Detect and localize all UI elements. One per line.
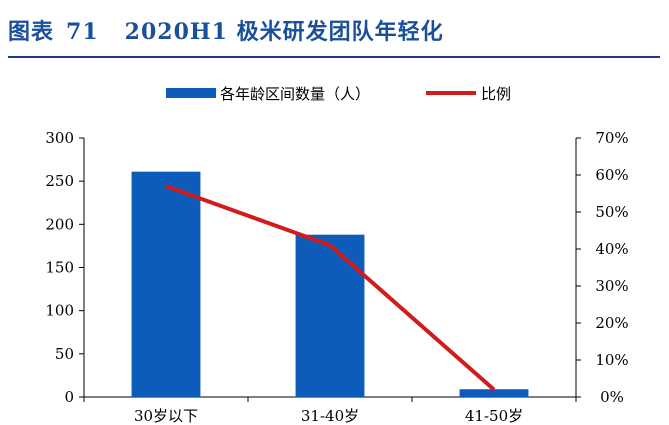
y-right-tick-label: 50% xyxy=(595,203,628,221)
figure-title: 图表 71 2020H1 极米研发团队年轻化 xyxy=(0,0,669,48)
y-right-tick-label: 30% xyxy=(595,277,628,295)
x-tick-label: 31-40岁 xyxy=(301,407,359,425)
legend-label-bar: 各年龄区间数量（人） xyxy=(220,85,370,103)
bar xyxy=(131,171,201,397)
y-left-tick-label: 100 xyxy=(45,302,74,320)
bar xyxy=(459,389,529,397)
y-right-tick-label: 10% xyxy=(595,351,628,369)
y-left-tick-label: 200 xyxy=(45,215,74,233)
bar xyxy=(295,234,365,397)
y-left-tick-label: 50 xyxy=(55,345,74,363)
y-left-tick-label: 0 xyxy=(64,388,74,406)
title-underline xyxy=(8,56,660,58)
y-right-tick-label: 70% xyxy=(595,129,628,147)
y-right-tick-label: 60% xyxy=(595,166,628,184)
y-right-tick-label: 20% xyxy=(595,314,628,332)
figure-title-text: 图表 71 2020H1 极米研发团队年轻化 xyxy=(8,14,444,46)
figure-number: 71 xyxy=(66,19,99,45)
legend-swatch-bar xyxy=(166,88,216,98)
y-right-tick-label: 0% xyxy=(600,388,624,406)
figure-label: 图表 xyxy=(8,19,55,45)
figure-caption: 2020H1 极米研发团队年轻化 xyxy=(124,19,444,45)
x-tick-label: 30岁以下 xyxy=(134,407,198,425)
y-right-tick-label: 40% xyxy=(595,240,628,258)
y-left-tick-label: 300 xyxy=(45,129,74,147)
y-left-tick-label: 250 xyxy=(45,172,74,190)
x-tick-label: 41-50岁 xyxy=(465,407,523,425)
legend-label-line: 比例 xyxy=(481,85,511,103)
y-left-tick-label: 150 xyxy=(45,259,74,277)
